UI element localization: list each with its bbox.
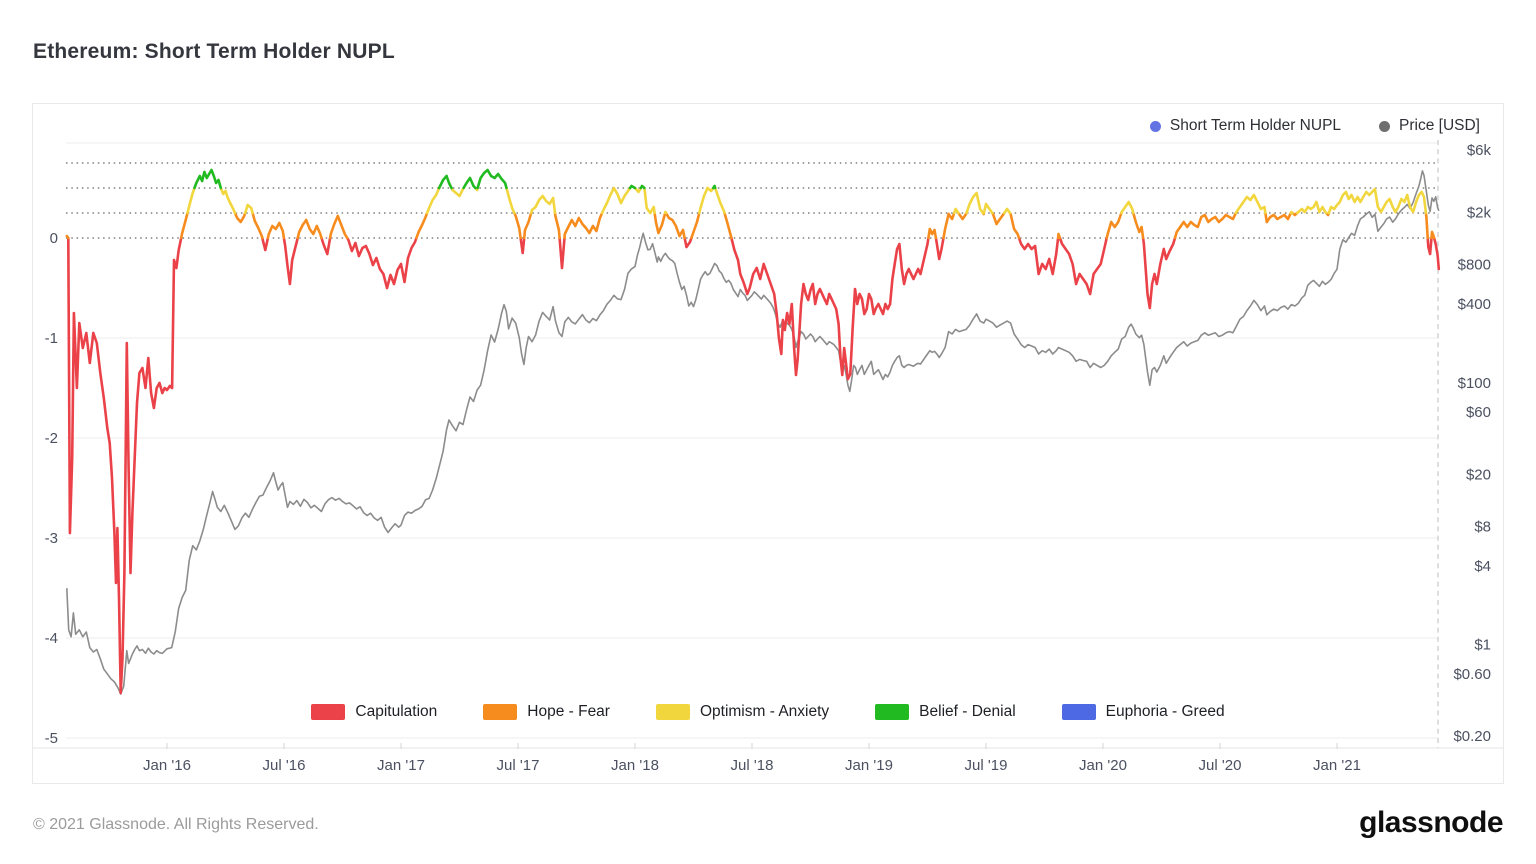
short-term-holder-nupl-line <box>65 168 1441 695</box>
x-tick-label: Jan '16 <box>143 757 191 774</box>
zone-legend-label: Capitulation <box>355 703 438 720</box>
glassnode-logo[interactable]: glassnode <box>1359 806 1503 839</box>
price-series-dot-icon <box>1379 120 1391 132</box>
zone-color-swatch <box>875 704 910 720</box>
zone-legend-label: Optimism - Anxiety <box>699 703 830 720</box>
left-axis-labels: 0 -1 -2 -3 -4 -5 <box>45 230 58 747</box>
zone-color-swatch <box>311 704 346 720</box>
x-tick-label: Jan '18 <box>611 757 659 774</box>
plot-area[interactable] <box>65 140 1440 748</box>
right-axis-tick-label: $20 <box>1466 466 1491 483</box>
x-tick-label: Jul '20 <box>1199 757 1242 774</box>
chart-card <box>32 103 1504 784</box>
nupl-threshold-dotted-lines <box>66 162 1438 239</box>
x-tick-label: Jan '17 <box>377 757 425 774</box>
right-axis-labels: $6k $2k $800 $400 $100 $60 $20 $8 $4 $1 $0.60 $0.20 <box>1453 142 1491 745</box>
left-axis-tick-label: -2 <box>45 430 58 447</box>
left-axis-tick-label: -4 <box>45 630 58 647</box>
zone-color-swatch <box>483 704 518 720</box>
zone-legend-item-belief-denial[interactable]: Belief - Denial <box>875 703 1016 721</box>
legend-item-price[interactable]: Price [USD] <box>1379 117 1480 135</box>
gridlines <box>33 142 1503 749</box>
zone-legend-item-capitulation[interactable]: Capitulation <box>311 703 437 721</box>
right-axis-tick-label: $1 <box>1474 637 1491 654</box>
left-axis-tick-label: -3 <box>45 530 58 547</box>
legend-item-nupl[interactable]: Short Term Holder NUPL <box>1149 117 1342 135</box>
legend-item-nupl-label: Short Term Holder NUPL <box>1169 117 1342 134</box>
right-axis-tick-label: $400 <box>1458 296 1491 313</box>
page-title: Ethereum: Short Term Holder NUPL <box>33 40 395 63</box>
zone-legend-label: Hope - Fear <box>527 703 610 720</box>
x-axis-ticks <box>166 743 1338 749</box>
series-legend: Short Term Holder NUPL Price [USD] <box>1149 117 1480 135</box>
x-axis-labels: Jan '16 Jul '16 Jan '17 Jul '17 Jan '18 Jul '… <box>143 757 1361 774</box>
zone-legend-label: Euphoria - Greed <box>1105 703 1225 720</box>
zone-legend-item-euphoria-greed[interactable]: Euphoria - Greed <box>1061 703 1225 721</box>
nupl-zone-legend: Capitulation Hope - Fear Optimism - Anxiet… <box>32 703 1504 721</box>
price-usd-line <box>66 170 1440 695</box>
x-tick-label: Jul '18 <box>731 757 774 774</box>
x-tick-label: Jan '19 <box>845 757 893 774</box>
right-axis-tick-label: $0.20 <box>1453 728 1491 745</box>
x-tick-label: Jul '19 <box>965 757 1008 774</box>
left-axis-tick-label: -5 <box>45 730 58 747</box>
right-axis-tick-label: $2k <box>1467 204 1492 221</box>
right-axis-tick-label: $6k <box>1467 142 1492 159</box>
nupl-series-dot-icon <box>1149 120 1161 132</box>
x-tick-label: Jul '16 <box>263 757 306 774</box>
right-axis-tick-label: $4 <box>1474 558 1491 575</box>
zone-legend-item-optimism-anxiety[interactable]: Optimism - Anxiety <box>655 703 830 721</box>
zone-color-swatch <box>655 704 690 720</box>
left-axis-tick-label: -1 <box>45 330 58 347</box>
footer-copyright: © 2021 Glassnode. All Rights Reserved. <box>33 816 319 833</box>
zone-legend-label: Belief - Denial <box>919 703 1016 720</box>
zone-color-swatch <box>1061 704 1096 720</box>
legend-item-price-label: Price [USD] <box>1399 117 1480 134</box>
left-axis-tick-label: 0 <box>50 230 58 247</box>
x-tick-label: Jan '20 <box>1079 757 1127 774</box>
right-axis-tick-label: $8 <box>1474 518 1491 535</box>
zone-legend-item-hope-fear[interactable]: Hope - Fear <box>483 703 610 721</box>
x-tick-label: Jul '17 <box>497 757 540 774</box>
right-axis-tick-label: $0.60 <box>1453 666 1491 683</box>
right-axis-tick-label: $800 <box>1458 257 1491 274</box>
right-axis-tick-label: $60 <box>1466 404 1491 421</box>
x-tick-label: Jan '21 <box>1313 757 1361 774</box>
right-axis-tick-label: $100 <box>1458 375 1491 392</box>
